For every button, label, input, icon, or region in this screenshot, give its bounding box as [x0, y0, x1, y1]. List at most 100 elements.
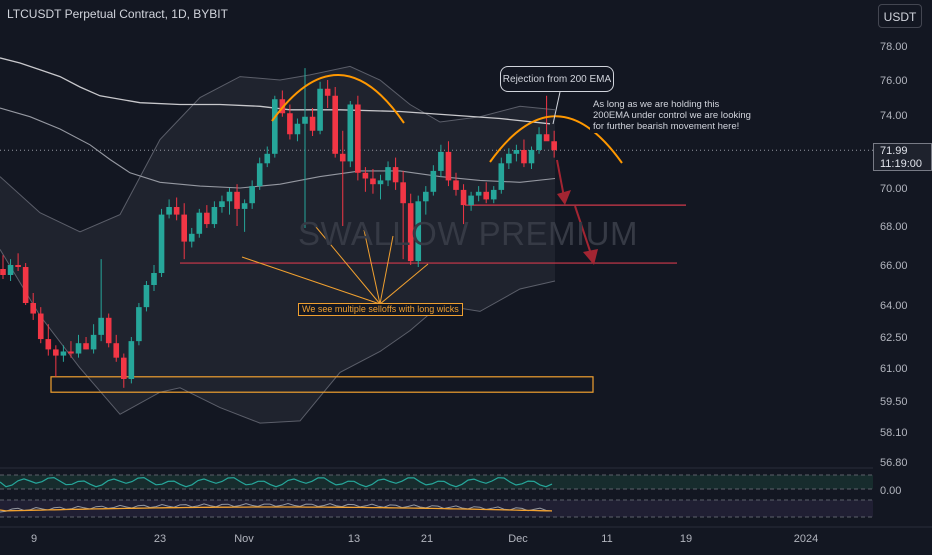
- candle: [370, 169, 376, 194]
- candle-body: [136, 307, 142, 342]
- candle: [234, 184, 240, 226]
- right-shoulder-arc: [489, 115, 623, 164]
- candle-body: [241, 203, 248, 209]
- oscillator-average-line: [0, 506, 553, 512]
- candle-body: [468, 195, 474, 206]
- candle: [309, 108, 316, 136]
- candle: [211, 201, 218, 228]
- candle: [324, 80, 331, 108]
- candle: [128, 337, 135, 384]
- price-tick-label: 59.50: [880, 396, 908, 408]
- candle: [483, 182, 489, 204]
- price-tick-label: 74.00: [880, 110, 908, 122]
- drawings: [241, 74, 623, 305]
- candle: [256, 157, 263, 190]
- ema-50-line: [0, 107, 556, 189]
- candle: [121, 353, 127, 388]
- candle-body: [45, 339, 52, 350]
- candle-body: [173, 207, 180, 215]
- candle-body: [551, 141, 557, 151]
- candle-body: [105, 317, 112, 344]
- last-price-tag: 71.99 11:19:00: [873, 143, 932, 171]
- candle-body: [226, 191, 233, 202]
- head-arc: [271, 74, 405, 124]
- time-tick-label: 13: [348, 533, 360, 545]
- candle-body: [407, 203, 414, 262]
- candle: [513, 144, 520, 162]
- candle-body: [445, 151, 452, 181]
- time-tick-label: 11: [601, 533, 612, 545]
- bollinger-upper: [0, 65, 556, 233]
- candle-body: [513, 150, 520, 154]
- ema-200-line: [0, 57, 551, 125]
- candle-body: [498, 163, 505, 190]
- candle: [90, 324, 97, 354]
- candle-body: [75, 343, 82, 354]
- time-tick-label: Dec: [508, 533, 528, 545]
- candle-body: [332, 95, 338, 154]
- wicks-note[interactable]: We see multiple selloffs with long wicks: [298, 303, 463, 316]
- candle: [30, 293, 36, 320]
- support-zone-box: [50, 376, 594, 393]
- candle-body: [68, 351, 74, 354]
- candle: [98, 259, 104, 342]
- candle: [75, 334, 82, 358]
- wick-pointer-line: [379, 263, 429, 305]
- candle: [272, 95, 278, 158]
- price-axis: 78.0076.0074.0072.0070.0068.0066.0064.00…: [873, 0, 932, 520]
- price-tick-label: 61.00: [880, 363, 908, 375]
- candle-body: [377, 180, 384, 185]
- candle-body: [90, 334, 97, 350]
- wick-pointer-line: [363, 229, 381, 305]
- candle: [400, 170, 406, 260]
- price-tick-label: 68.00: [880, 221, 908, 233]
- candle-body: [430, 170, 437, 192]
- candle: [392, 157, 399, 190]
- candle: [423, 186, 429, 215]
- down-arrow-2-head: [583, 249, 598, 265]
- candle-body: [264, 153, 271, 164]
- time-tick-label: 9: [31, 533, 37, 545]
- candle-body: [483, 191, 489, 200]
- candle: [475, 186, 482, 202]
- candle-body: [113, 343, 120, 358]
- candles: [0, 68, 557, 388]
- candle: [385, 161, 391, 187]
- candle: [536, 127, 542, 154]
- candle: [468, 191, 474, 211]
- candle-body: [166, 207, 172, 215]
- candle: [204, 205, 210, 228]
- candle-body: [355, 104, 361, 173]
- candle: [113, 334, 120, 362]
- candle: [37, 307, 44, 344]
- candle: [226, 188, 233, 215]
- oscillator-pane: [0, 467, 873, 518]
- ema-note[interactable]: As long as we are holding this 200EMA un…: [590, 98, 760, 133]
- wick-pointer-line: [315, 226, 381, 305]
- candle: [22, 263, 29, 305]
- candle-body: [15, 265, 21, 267]
- candle: [355, 95, 361, 181]
- wick-pointer-line: [379, 235, 394, 305]
- currency-button[interactable]: USDT: [878, 4, 922, 28]
- candle: [249, 180, 255, 209]
- candle: [377, 174, 384, 200]
- candle-body: [22, 267, 29, 303]
- candle-body: [385, 167, 391, 181]
- candle: [287, 104, 293, 140]
- candle: [294, 118, 301, 142]
- candle-body: [219, 201, 225, 207]
- candle-body: [339, 153, 346, 162]
- watermark: SWALLOW PREMIUM: [298, 215, 638, 252]
- rejection-callout[interactable]: Rejection from 200 EMA: [500, 66, 614, 92]
- candle-body: [60, 351, 67, 356]
- candle-body: [438, 151, 444, 171]
- candle: [264, 146, 271, 168]
- candle-body: [475, 191, 482, 196]
- candle: [528, 146, 535, 169]
- candle-body: [506, 153, 512, 164]
- candle: [445, 141, 452, 187]
- candle-body: [490, 189, 497, 200]
